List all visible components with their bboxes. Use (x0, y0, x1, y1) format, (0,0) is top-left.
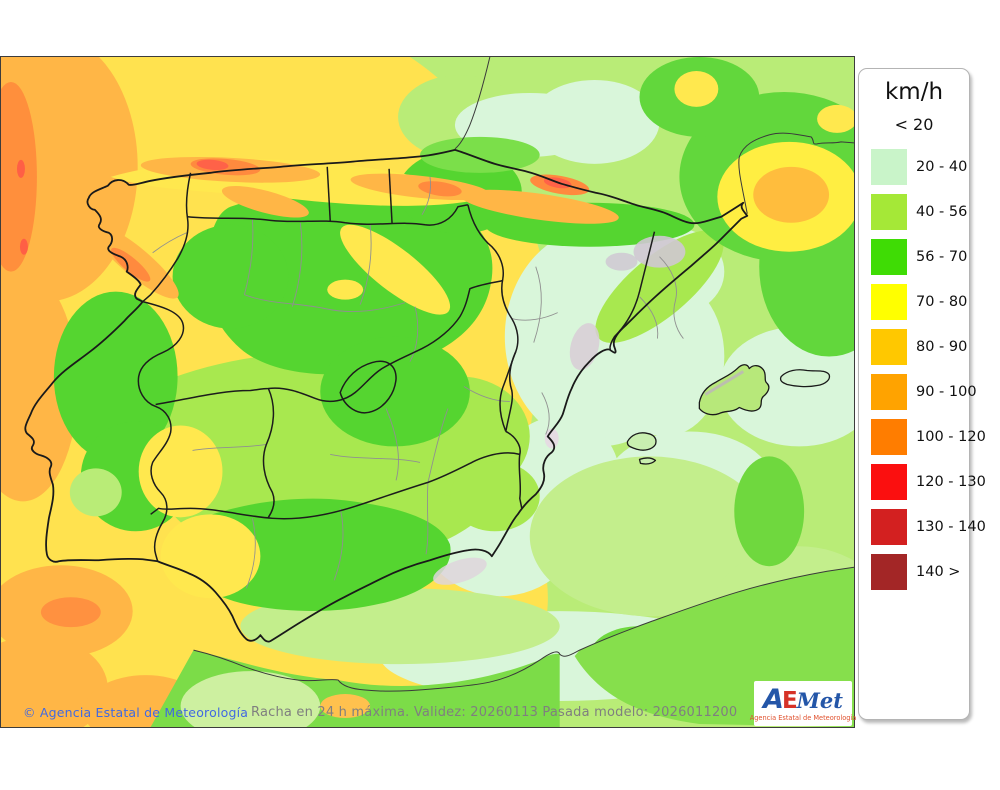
aemet-logo-subtitle: Agencia Estatal de Meteorología (749, 713, 857, 722)
legend-label: 80 - 90 (916, 339, 968, 355)
province-borders (152, 176, 684, 589)
region-borders (137, 166, 656, 562)
legend-row: 80 - 90 (871, 329, 969, 365)
wind-speed-legend: km/h < 20 20 - 40 40 - 56 56 - 70 70 - 8… (858, 68, 986, 720)
balearic-islands (626, 364, 831, 465)
legend-row: 40 - 56 (871, 194, 969, 230)
aemet-logo-letter-e: E (781, 687, 798, 714)
legend-title: km/h (884, 79, 944, 105)
aemet-logo: A E Met Agencia Estatal de Meteorología (750, 681, 856, 726)
aemet-logo-met: Met (796, 687, 843, 713)
legend-label: 20 - 40 (916, 159, 968, 175)
spain-wind-gust-map (1, 57, 854, 727)
map-caption: Racha en 24 h máxima. Validez: 20260113 … (251, 705, 738, 720)
legend-swatch (871, 284, 907, 320)
legend-row: 90 - 100 (871, 374, 977, 410)
legend-row: 100 - 120 (871, 419, 986, 455)
legend-row: 120 - 130 (871, 464, 986, 500)
legend-swatch (871, 509, 907, 545)
legend-row: 20 - 40 (871, 149, 969, 185)
legend-row: 56 - 70 (871, 239, 969, 275)
legend-swatch (871, 194, 907, 230)
legend-below-min-label: < 20 (894, 115, 934, 134)
legend-label: 140 > (916, 564, 961, 580)
legend-label: 56 - 70 (916, 249, 968, 265)
copyright-text: © Agencia Estatal de Meteorología (23, 705, 249, 720)
legend-label: 70 - 80 (916, 294, 968, 310)
legend-label: 100 - 120 (916, 429, 986, 445)
iberia-coastline (24, 148, 749, 643)
legend-label: 90 - 100 (916, 384, 977, 400)
legend-label: 120 - 130 (916, 474, 986, 490)
legend-swatch (871, 239, 907, 275)
aemet-logo-wordmark: A E Met (763, 686, 843, 713)
legend-label: 40 - 56 (916, 204, 968, 220)
legend-swatch (871, 329, 907, 365)
aemet-logo-letter-a: A (763, 683, 784, 715)
neighbour-coastlines (193, 57, 854, 692)
legend-row: 70 - 80 (871, 284, 969, 320)
wind-field (1, 57, 854, 727)
legend-row: 130 - 140 (871, 509, 986, 545)
legend-label: 130 - 140 (916, 519, 986, 535)
legend-swatch (871, 419, 907, 455)
legend-swatch (871, 149, 907, 185)
legend-swatch (871, 464, 907, 500)
legend-swatch (871, 554, 907, 590)
map-canvas: © Agencia Estatal de Meteorología Racha … (0, 56, 856, 728)
legend-row: 140 > (871, 554, 969, 590)
legend-swatch (871, 374, 907, 410)
